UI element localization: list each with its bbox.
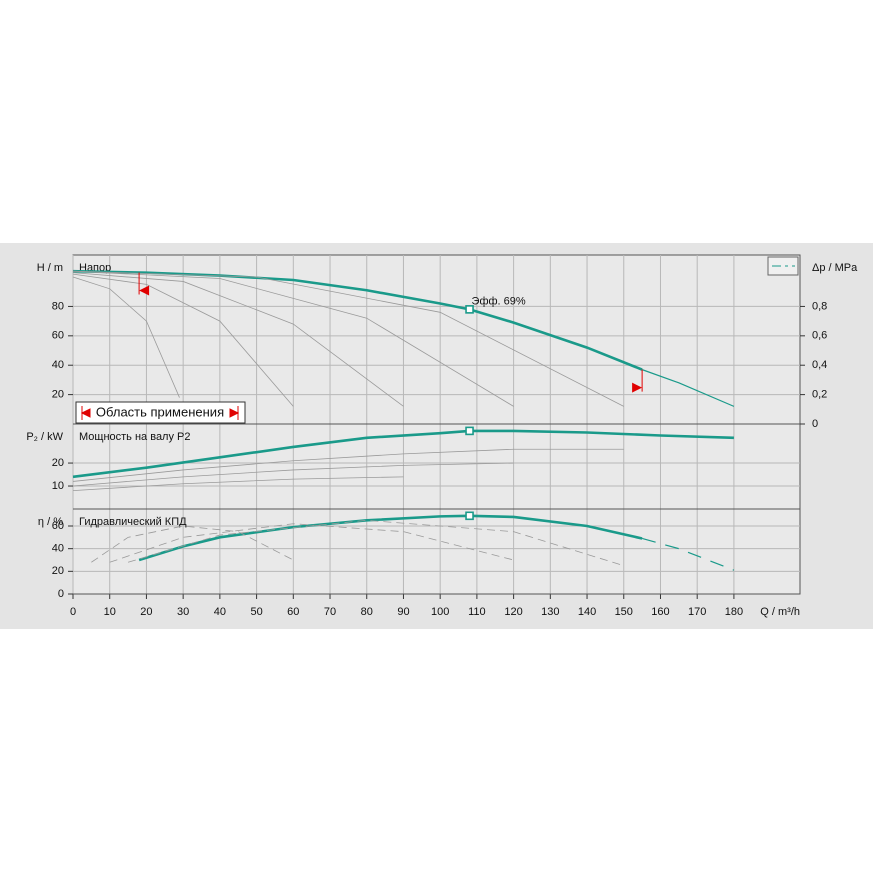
legend — [767, 256, 799, 276]
series-line — [72, 270, 624, 407]
x-tick-label: 90 — [397, 606, 409, 618]
y-axis-label: η / % — [38, 516, 63, 528]
x-tick-label: 20 — [140, 606, 152, 618]
application-arrow — [139, 285, 150, 296]
series-line — [72, 269, 643, 371]
series-line — [641, 537, 735, 571]
x-tick-label: 30 — [177, 606, 189, 618]
series-line — [127, 519, 624, 567]
x-tick-label: 150 — [615, 606, 633, 618]
x-tick-label: 170 — [688, 606, 706, 618]
x-axis-label: Q / m³/h — [760, 606, 800, 618]
series-line — [138, 514, 643, 562]
y2-tick-label: 0,6 — [812, 330, 827, 342]
y-tick-label: 0 — [58, 588, 64, 600]
x-tick-label: 80 — [361, 606, 373, 618]
series-line — [72, 429, 734, 479]
y2-tick-label: 0,4 — [812, 359, 827, 371]
y-tick-label: 60 — [52, 520, 64, 532]
y2-tick-label: 0,2 — [812, 389, 827, 401]
x-tick-label: 60 — [287, 606, 299, 618]
y2-tick-label: 0 — [812, 418, 818, 430]
series-line — [72, 273, 294, 407]
application-label: Область применения — [96, 404, 224, 419]
series-line — [72, 476, 404, 492]
application-box-arrows — [80, 406, 240, 420]
series-line — [72, 448, 624, 482]
series-line — [72, 276, 180, 398]
x-tick-label: 140 — [578, 606, 596, 618]
y-tick-label: 20 — [52, 389, 64, 401]
application-arrow — [632, 382, 643, 393]
panel-title: Гидравлический КПД — [79, 516, 187, 528]
duty-point — [465, 305, 474, 314]
series-line — [72, 272, 404, 407]
y-tick-label: 80 — [52, 300, 64, 312]
x-tick-label: 70 — [324, 606, 336, 618]
x-tick-label: 100 — [431, 606, 449, 618]
series-line — [109, 523, 514, 563]
duty-point — [465, 426, 474, 436]
y-tick-label: 20 — [52, 457, 64, 469]
x-tick-label: 10 — [104, 606, 116, 618]
y-tick-label: 60 — [52, 330, 64, 342]
y-tick-label: 40 — [52, 543, 64, 555]
x-tick-label: 180 — [725, 606, 743, 618]
y-tick-label: 10 — [52, 480, 64, 492]
x-tick-label: 50 — [250, 606, 262, 618]
x-tick-label: 110 — [468, 606, 486, 618]
y-tick-label: 40 — [52, 359, 64, 371]
x-tick-label: 160 — [651, 606, 669, 618]
x-tick-label: 130 — [541, 606, 559, 618]
annotation: Эфф. 69% — [472, 295, 526, 307]
series-line — [641, 369, 735, 407]
x-tick-label: 120 — [504, 606, 522, 618]
y-tick-label: 20 — [52, 565, 64, 577]
y2-axis-label: Δp / MPa — [812, 262, 858, 274]
panel-title: Мощность на валу P2 — [79, 431, 191, 443]
y-axis-label: H / m — [37, 262, 63, 274]
application-box — [75, 401, 246, 424]
y2-tick-label: 0,8 — [812, 300, 827, 312]
series-line — [72, 462, 514, 487]
x-tick-label: 40 — [214, 606, 226, 618]
y-axis-label: P₂ / kW — [26, 431, 63, 443]
series-line — [91, 525, 294, 563]
series-line — [72, 270, 514, 407]
x-tick-label: 0 — [70, 606, 76, 618]
duty-point — [465, 511, 474, 521]
